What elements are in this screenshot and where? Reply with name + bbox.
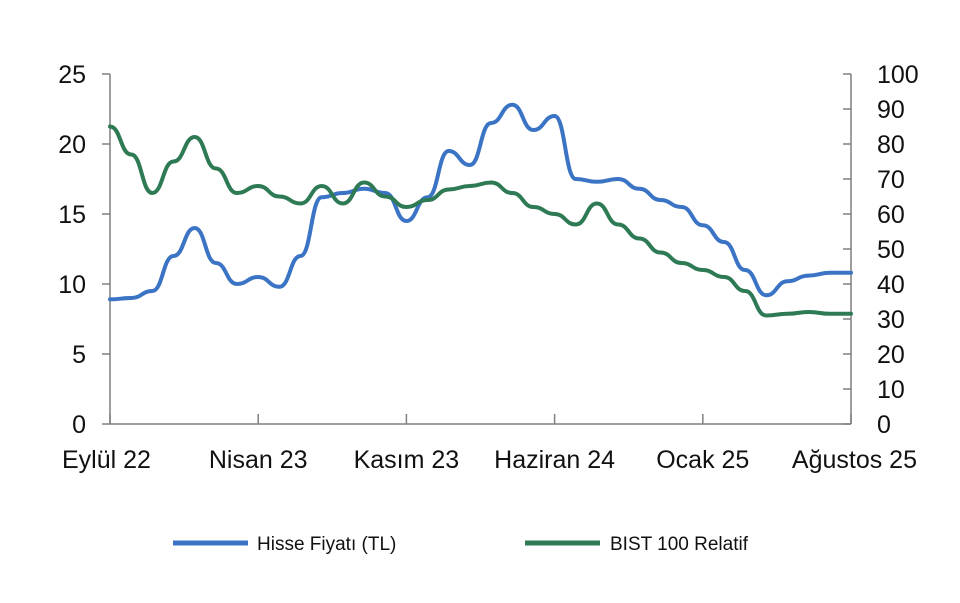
x-tick-label: Nisan 23 <box>209 446 308 474</box>
legend-label-hisse-fiyati: Hisse Fiyatı (TL) <box>257 534 396 555</box>
right-tick-label: 80 <box>877 131 905 159</box>
left-tick-label: 10 <box>58 271 86 299</box>
series-layer <box>110 105 851 316</box>
legend-label-bist-100-relatif: BIST 100 Relatif <box>610 534 749 555</box>
right-tick-label: 30 <box>877 306 905 334</box>
right-tick-label: 70 <box>877 166 905 194</box>
right-tick-label: 50 <box>877 236 905 264</box>
right-tick-label: 100 <box>877 61 919 89</box>
left-tick-label: 20 <box>58 131 86 159</box>
right-tick-label: 10 <box>877 376 905 404</box>
series-line-bist-100-relatif <box>110 127 851 316</box>
right-tick-label: 20 <box>877 341 905 369</box>
x-tick-label: Ocak 25 <box>656 446 749 474</box>
right-tick-label: 60 <box>877 201 905 229</box>
legend: Hisse Fiyatı (TL) BIST 100 Relatif <box>173 534 749 555</box>
series-line-hisse-fiyati <box>110 105 851 300</box>
left-tick-label: 25 <box>58 61 86 89</box>
x-tick-label: Eylül 22 <box>62 446 151 474</box>
x-tick-label: Haziran 24 <box>494 446 615 474</box>
right-tick-label: 40 <box>877 271 905 299</box>
left-tick-label: 0 <box>72 411 86 439</box>
left-tick-label: 15 <box>58 201 86 229</box>
left-tick-label: 5 <box>72 341 86 369</box>
x-tick-label: Kasım 23 <box>354 446 460 474</box>
right-tick-label: 90 <box>877 96 905 124</box>
x-tick-label: Ağustos 25 <box>792 446 917 474</box>
right-tick-label: 0 <box>877 411 891 439</box>
